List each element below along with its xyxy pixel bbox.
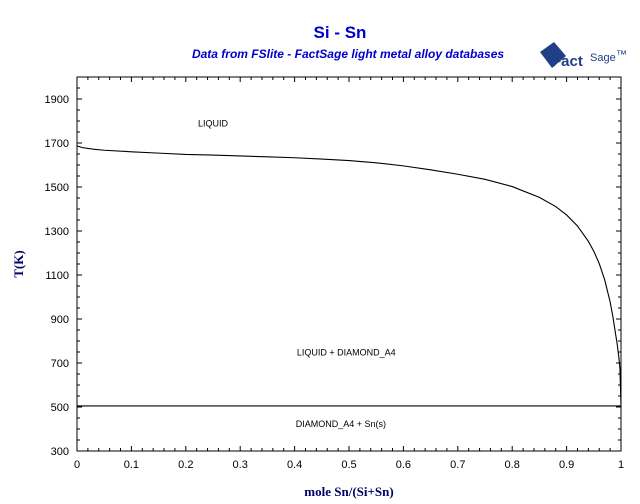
y-tick-label: 700 [51, 358, 69, 370]
region-label: LIQUID + DIAMOND_A4 [297, 347, 396, 357]
y-tick-label: 1900 [45, 94, 69, 106]
y-tick-label: 1500 [45, 182, 69, 194]
x-tick-label: 0.5 [341, 459, 356, 471]
logo-secondary-text: Sage [590, 52, 616, 64]
y-tick-label: 1300 [45, 226, 69, 238]
y-tick-label: 500 [51, 402, 69, 414]
x-tick-label: 1 [618, 459, 624, 471]
phase-boundary-line-1 [76, 145, 622, 406]
logo-trademark: ™ [616, 49, 627, 61]
region-label: DIAMOND_A4 + Sn(s) [296, 419, 386, 429]
x-tick-label: 0.2 [178, 459, 193, 471]
chart-title: Si - Sn [314, 23, 367, 42]
x-tick-label: 0.6 [396, 459, 411, 471]
x-tick-label: 0.1 [124, 459, 139, 471]
x-axis-label: mole Sn/(Si+Sn) [304, 484, 393, 499]
x-tick-label: 0.7 [450, 459, 465, 471]
logo-main-text: Fact [552, 53, 583, 70]
chart-subtitle: Data from FSlite - FactSage light metal … [192, 47, 504, 61]
plot-area: 0 0.1 0.2 0.3 0.4 0.5 0.6 0.7 0.8 0.9 130050070090… [11, 76, 624, 499]
x-tick-label: 0.9 [559, 459, 574, 471]
y-tick-label: 300 [51, 446, 69, 458]
x-tick-label: 0.3 [233, 459, 248, 471]
plot-frame [76, 76, 622, 452]
y-axis-label: T(K) [11, 250, 26, 277]
x-tick-label: 0.4 [287, 459, 302, 471]
y-tick-label: 1100 [45, 270, 69, 282]
y-tick-label: 900 [51, 314, 69, 326]
factsage-logo: Fact Sage ™ [540, 42, 627, 70]
x-tick-label: 0.8 [505, 459, 520, 471]
x-tick-label: 0 [74, 459, 80, 471]
y-tick-label: 1700 [45, 138, 69, 150]
region-label: LIQUID [198, 119, 229, 129]
logo-mark-icon [540, 42, 566, 68]
